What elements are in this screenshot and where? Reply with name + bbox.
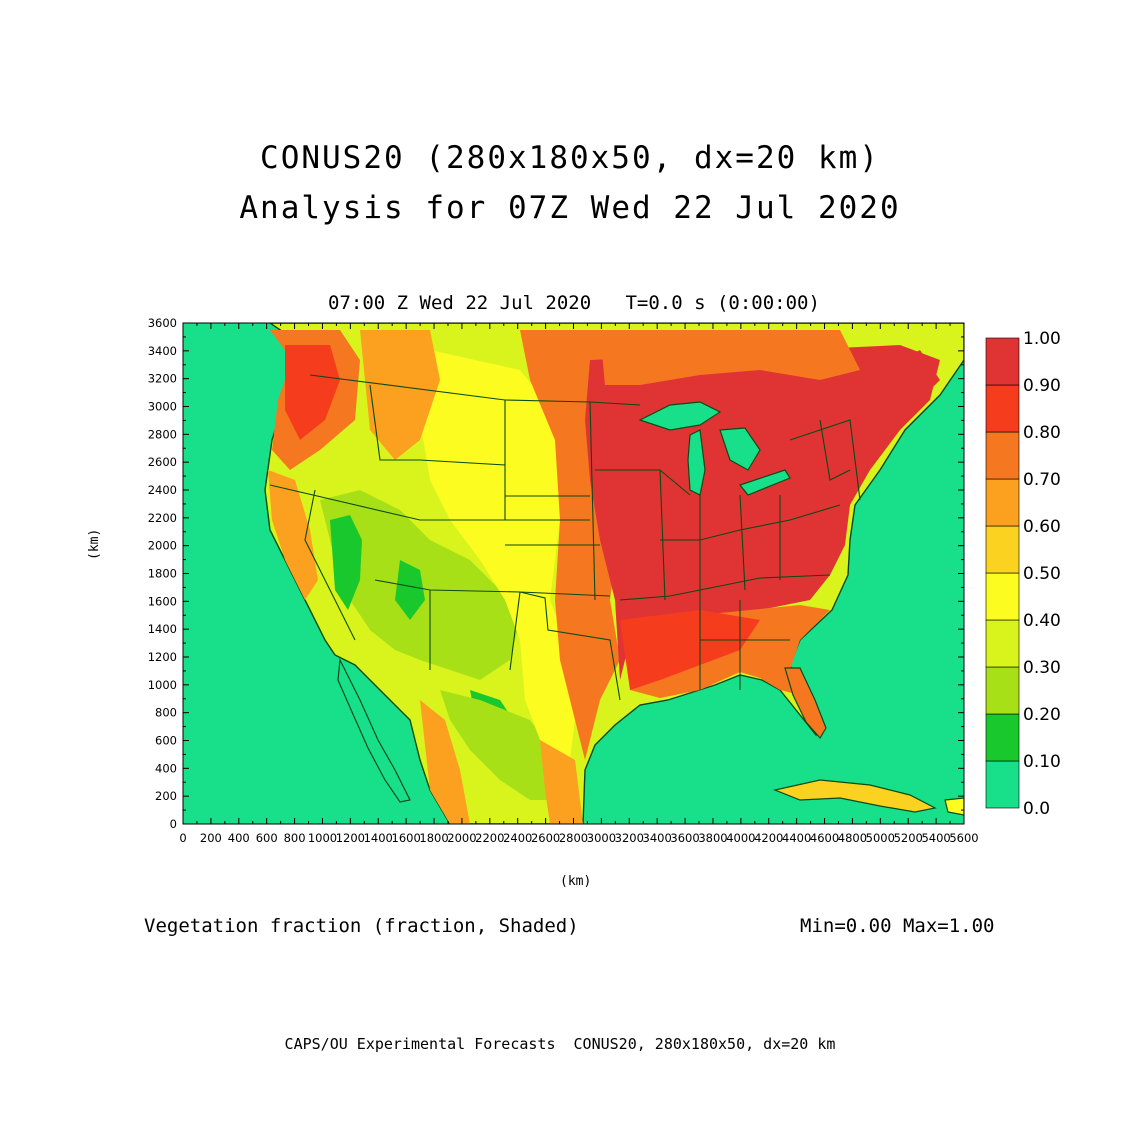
colorbar-level-label: 1.00 xyxy=(1023,329,1061,349)
x-tick-label: 2200 xyxy=(475,831,504,845)
y-tick-label: 2400 xyxy=(148,483,177,497)
analysis-time-title: Analysis for 07Z Wed 22 Jul 2020 xyxy=(239,190,901,226)
y-tick-label: 1600 xyxy=(148,594,177,608)
y-tick-label: 1000 xyxy=(148,678,177,692)
colorbar-swatch xyxy=(985,384,1020,433)
x-tick-label: 800 xyxy=(284,831,306,845)
colorbar-level-label: 0.40 xyxy=(1023,611,1061,631)
colorbar-level-label: 0.30 xyxy=(1023,658,1061,678)
y-tick-label: 600 xyxy=(155,734,177,748)
x-tick-label: 4400 xyxy=(782,831,811,845)
mexico-orange xyxy=(420,700,583,824)
x-tick-label: 4000 xyxy=(726,831,755,845)
plot-title: CONUS20 (280x180x50, dx=20 km) xyxy=(260,140,880,176)
colorbar-level-label: 0.90 xyxy=(1023,376,1061,396)
x-tick-label: 2000 xyxy=(447,831,476,845)
y-tick-label: 400 xyxy=(155,761,177,775)
colorbar-swatch xyxy=(985,760,1020,809)
lake-erie xyxy=(738,469,791,496)
x-tick-label: 3200 xyxy=(615,831,644,845)
y-tick-label: 3400 xyxy=(148,344,177,358)
x-tick-label: 2400 xyxy=(503,831,532,845)
y-tick-label: 2200 xyxy=(148,511,177,525)
x-tick-label: 5000 xyxy=(866,831,895,845)
canada-orange xyxy=(600,330,860,385)
colorbar-swatch xyxy=(985,478,1020,527)
y-tick-label: 800 xyxy=(155,706,177,720)
colorbar-level-label: 0.50 xyxy=(1023,564,1061,584)
rockies-orange xyxy=(360,330,440,460)
y-tick-label: 2600 xyxy=(148,455,177,469)
x-tick-label: 4600 xyxy=(810,831,839,845)
x-tick-label: 1200 xyxy=(336,831,365,845)
x-tick-label: 1400 xyxy=(364,831,393,845)
hispaniola xyxy=(944,797,964,816)
y-tick-label: 2000 xyxy=(148,539,177,553)
cuba xyxy=(772,779,937,813)
state-boundaries xyxy=(269,374,861,701)
x-tick-label: 1600 xyxy=(392,831,421,845)
y-tick-label: 200 xyxy=(155,789,177,803)
quebec-red xyxy=(700,350,940,440)
x-axis-label: (km) xyxy=(560,874,592,889)
axis-ticks: 0 200 400 600 800 100012001400160018002000220… xyxy=(148,316,979,845)
colorbar-swatch xyxy=(985,431,1020,480)
y-tick-label: 1400 xyxy=(148,622,177,636)
y-tick-label: 3000 xyxy=(148,400,177,414)
colorbar-swatch xyxy=(985,525,1020,574)
x-tick-label: 5400 xyxy=(921,831,950,845)
colorbar-swatch xyxy=(985,572,1020,621)
x-tick-label: 3800 xyxy=(698,831,727,845)
x-tick-label: 5600 xyxy=(949,831,978,845)
x-tick-label: 5200 xyxy=(894,831,923,845)
x-tick-label: 2600 xyxy=(531,831,560,845)
x-tick-label: 4800 xyxy=(838,831,867,845)
colorbar-level-label: 0.20 xyxy=(1023,705,1061,725)
x-tick-label: 3600 xyxy=(670,831,699,845)
x-tick-label: 400 xyxy=(228,831,250,845)
x-tick-label: 200 xyxy=(200,831,222,845)
x-tick-label: 1000 xyxy=(308,831,337,845)
colorbar-level-label: 0.70 xyxy=(1023,470,1061,490)
baja-peninsula xyxy=(337,657,411,803)
colorbar-swatch xyxy=(985,619,1020,668)
colorbar-swatch xyxy=(985,337,1020,386)
gulf-coast-red xyxy=(620,610,760,690)
x-tick-label: 1800 xyxy=(419,831,448,845)
y-tick-label: 1200 xyxy=(148,650,177,664)
plains-yellow xyxy=(420,350,580,760)
y-tick-label: 3600 xyxy=(148,316,177,330)
pacific-northwest-red xyxy=(285,345,340,440)
florida xyxy=(784,667,827,740)
colorbar-level-label: 0.60 xyxy=(1023,517,1061,537)
y-tick-label: 0 xyxy=(170,817,177,831)
y-tick-label: 3200 xyxy=(148,372,177,386)
x-tick-label: 4200 xyxy=(754,831,783,845)
y-tick-label: 2800 xyxy=(148,427,177,441)
x-tick-label: 2800 xyxy=(559,831,588,845)
vegetation-map xyxy=(183,323,964,824)
min-max-label: Min=0.00 Max=1.00 xyxy=(800,915,995,937)
colorbar-level-label: 0.80 xyxy=(1023,423,1061,443)
footer-credit: CAPS/OU Experimental Forecasts CONUS20, … xyxy=(284,1035,836,1053)
y-tick-label: 1800 xyxy=(148,567,177,581)
field-label: Vegetation fraction (fraction, Shaded) xyxy=(144,915,579,937)
colorbar: 0.0 0.10 0.20 0.30 0.40 0.50 0.60 0.70 0.80 0.90 1… xyxy=(985,329,1061,819)
x-tick-label: 600 xyxy=(256,831,278,845)
x-tick-label: 3400 xyxy=(643,831,672,845)
mexico-green xyxy=(440,690,560,800)
x-tick-label: 0 xyxy=(179,831,186,845)
lake-huron xyxy=(719,427,761,471)
colorbar-level-label: 0.0 xyxy=(1023,799,1050,819)
colorbar-swatch xyxy=(985,713,1020,762)
colorbar-level-label: 0.10 xyxy=(1023,752,1061,772)
california-coast-orange xyxy=(268,470,318,600)
x-tick-label: 3000 xyxy=(587,831,616,845)
lake-superior xyxy=(638,401,722,431)
valid-time-subtitle: 07:00 Z Wed 22 Jul 2020 T=0.0 s (0:00:00… xyxy=(328,292,820,314)
colorbar-swatch xyxy=(985,666,1020,715)
